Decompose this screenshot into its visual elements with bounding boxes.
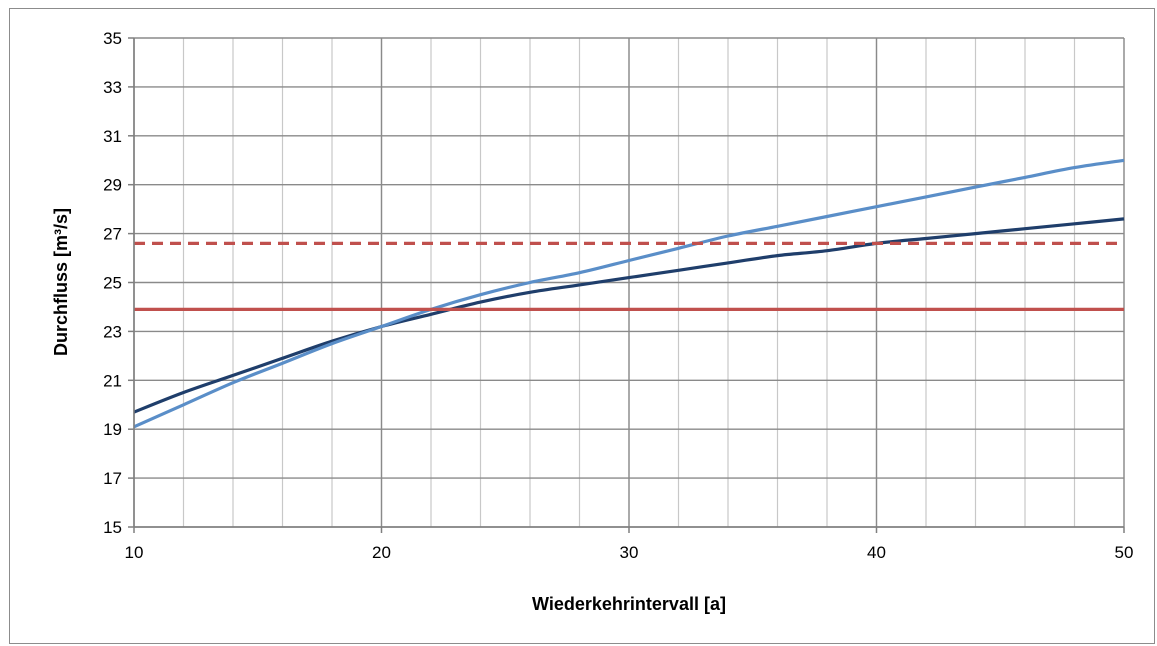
y-axis-title: Durchfluss [m³/s] [51,208,71,356]
x-tick-label: 30 [620,543,639,562]
x-tick-label: 40 [867,543,886,562]
y-tick-label: 25 [103,274,122,293]
y-tick-label: 15 [103,518,122,537]
axes [128,37,1125,533]
grid [133,37,1125,528]
y-tick-label: 35 [103,29,122,48]
y-tick-label: 27 [103,225,122,244]
y-tick-label: 31 [103,127,122,146]
y-tick-label: 17 [103,469,122,488]
series-line-2 [133,158,1125,429]
chart-frame [9,8,1155,644]
x-tick-label: 50 [1115,543,1134,562]
y-tick-label: 33 [103,78,122,97]
x-tick-label: 10 [125,543,144,562]
tick-labels: 15 17 19 21 23 25 27 29 31 33 35 10 20 30 40 50 [103,29,1133,562]
y-tick-label: 19 [103,420,122,439]
y-tick-label: 29 [103,176,122,195]
y-tick-label: 23 [103,322,122,341]
y-tick-label: 21 [103,371,122,390]
series-line-1 [133,217,1125,414]
x-axis-title: Wiederkehrintervall [a] [532,594,726,614]
x-tick-label: 20 [372,543,391,562]
series-group [133,158,1125,429]
